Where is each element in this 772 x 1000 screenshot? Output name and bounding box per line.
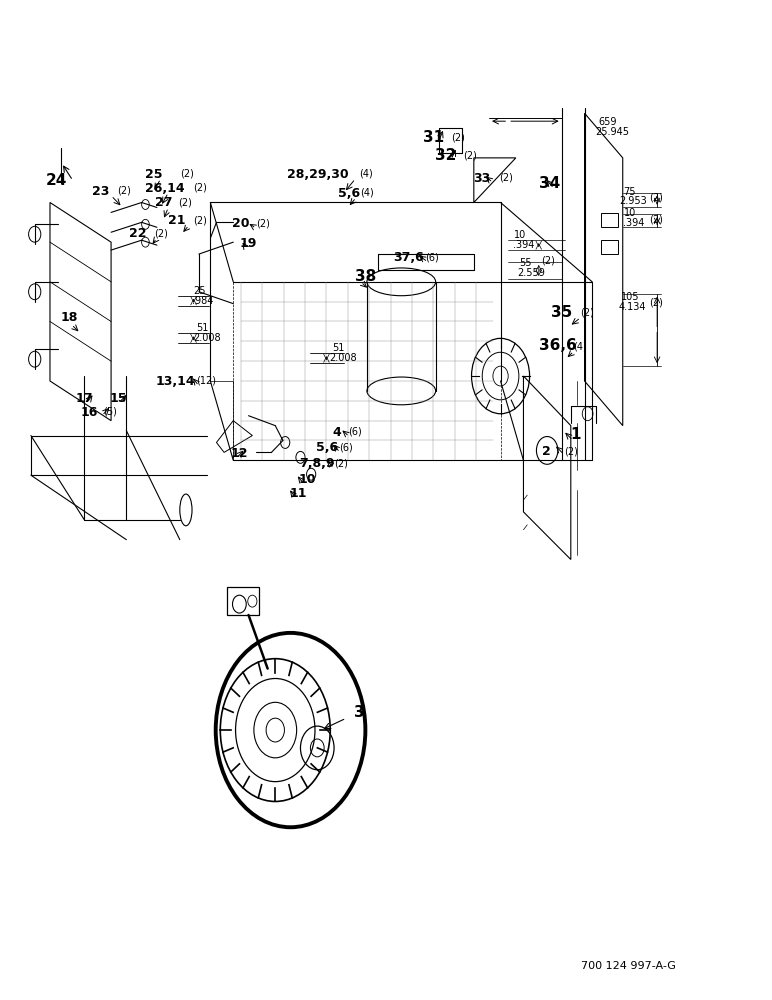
Text: 12: 12 <box>230 447 248 460</box>
Text: 24: 24 <box>46 173 67 188</box>
Text: 26,14: 26,14 <box>145 182 185 195</box>
Text: (5): (5) <box>103 407 117 417</box>
Text: (2): (2) <box>451 133 465 143</box>
Text: 38: 38 <box>355 269 377 284</box>
Text: (2): (2) <box>580 308 594 318</box>
Text: 22: 22 <box>129 227 146 240</box>
Text: (2): (2) <box>117 186 131 196</box>
Text: 35: 35 <box>551 305 572 320</box>
Text: 25: 25 <box>194 286 206 296</box>
Text: (4): (4) <box>360 188 374 198</box>
Text: (2): (2) <box>463 151 477 161</box>
Text: .984: .984 <box>192 296 213 306</box>
Text: (12): (12) <box>197 376 217 386</box>
Text: (2): (2) <box>194 215 208 225</box>
Text: 75: 75 <box>623 187 635 197</box>
Text: 51: 51 <box>197 323 209 333</box>
Text: .394: .394 <box>513 240 534 250</box>
Text: (2): (2) <box>648 214 662 224</box>
Text: (2): (2) <box>154 228 168 238</box>
Text: 37,6: 37,6 <box>394 251 425 264</box>
Text: (2): (2) <box>256 218 270 228</box>
Text: 51: 51 <box>333 343 345 353</box>
Text: 16: 16 <box>80 406 98 419</box>
Text: 34: 34 <box>539 176 560 191</box>
Text: 11: 11 <box>290 487 307 500</box>
Bar <box>601 240 618 254</box>
Text: 2.953: 2.953 <box>619 196 647 206</box>
Text: (2): (2) <box>564 446 577 456</box>
Text: 5,6: 5,6 <box>338 187 360 200</box>
Text: 105: 105 <box>621 292 640 302</box>
Text: 4.134: 4.134 <box>618 302 645 312</box>
Text: (4): (4) <box>573 341 587 351</box>
Text: (2): (2) <box>334 458 348 468</box>
Text: (2): (2) <box>178 197 192 207</box>
Text: 10: 10 <box>299 473 317 486</box>
Text: 10: 10 <box>514 230 527 240</box>
Text: (4): (4) <box>359 169 373 179</box>
Text: 15: 15 <box>110 392 127 405</box>
Text: 25: 25 <box>145 168 163 181</box>
Text: 18: 18 <box>61 311 78 324</box>
Text: 55: 55 <box>520 258 532 268</box>
Text: 28,29,30: 28,29,30 <box>286 168 348 181</box>
Text: 1: 1 <box>571 427 581 442</box>
Text: 31: 31 <box>422 130 444 145</box>
Text: (2): (2) <box>180 169 194 179</box>
Text: 2.008: 2.008 <box>330 353 357 363</box>
Text: 23: 23 <box>92 185 110 198</box>
Text: 659: 659 <box>598 117 617 127</box>
Text: 27: 27 <box>155 196 173 209</box>
Text: (6): (6) <box>425 252 438 262</box>
Text: (2): (2) <box>649 298 663 308</box>
Text: 2.008: 2.008 <box>194 333 222 343</box>
Text: 19: 19 <box>239 237 257 250</box>
Text: 25.945: 25.945 <box>595 127 629 137</box>
Text: 21: 21 <box>168 214 186 227</box>
Text: 13,14: 13,14 <box>155 375 195 388</box>
Text: 2.559: 2.559 <box>517 268 545 278</box>
Text: 7,8,9: 7,8,9 <box>299 457 334 470</box>
Text: (2): (2) <box>499 173 513 183</box>
Text: 17: 17 <box>76 392 93 405</box>
Text: (6): (6) <box>348 427 361 437</box>
Bar <box>227 587 259 615</box>
Text: (2): (2) <box>194 183 208 193</box>
Text: 10: 10 <box>625 208 636 218</box>
Text: 33: 33 <box>473 172 490 185</box>
Text: (2): (2) <box>541 256 555 266</box>
Text: 4: 4 <box>333 426 341 439</box>
Text: 3: 3 <box>354 705 364 720</box>
Text: 32: 32 <box>435 148 456 163</box>
Bar <box>601 213 618 227</box>
Text: .394: .394 <box>623 218 644 228</box>
Text: (2): (2) <box>648 192 662 202</box>
Text: 5,6: 5,6 <box>316 441 338 454</box>
Text: 2: 2 <box>542 445 550 458</box>
Text: (6): (6) <box>339 442 352 452</box>
Text: 36,6: 36,6 <box>539 338 577 353</box>
Text: 20: 20 <box>232 217 249 230</box>
Text: 700 124 997-A-G: 700 124 997-A-G <box>581 961 676 971</box>
